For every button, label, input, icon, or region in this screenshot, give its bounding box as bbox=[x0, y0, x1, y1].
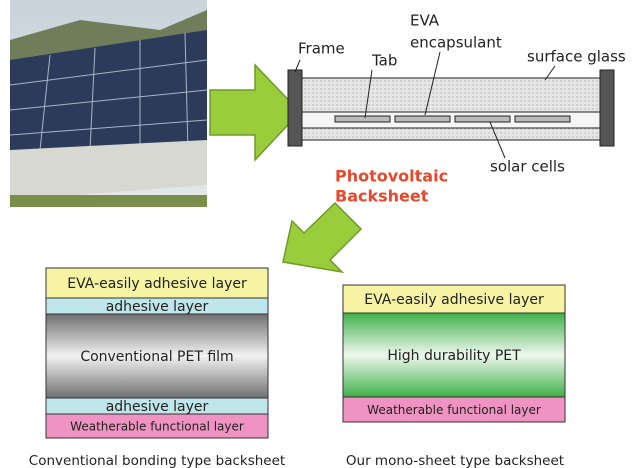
label-surface-glass: surface glass bbox=[527, 48, 626, 66]
layer-label: Weatherable functional layer bbox=[70, 420, 244, 434]
label-frame: Frame bbox=[298, 40, 345, 58]
layer-label: EVA-easily adhesive layer bbox=[67, 276, 247, 292]
arrow-down bbox=[282, 201, 363, 274]
photo bbox=[9, 0, 208, 207]
label-backsheet-2: Backsheet bbox=[335, 187, 429, 206]
label-tab: Tab bbox=[371, 52, 397, 70]
label-encapsulant: encapsulant bbox=[410, 34, 502, 52]
layer-label: adhesive layer bbox=[106, 299, 209, 315]
layer bbox=[45, 267, 269, 299]
caption: Our mono-sheet type backsheet bbox=[346, 453, 564, 468]
caption: Conventional bonding type backsheet bbox=[29, 453, 285, 468]
layer bbox=[342, 396, 566, 423]
layer bbox=[45, 313, 269, 399]
layer bbox=[342, 312, 566, 398]
layer bbox=[342, 284, 566, 314]
layer-label: High durability PET bbox=[387, 348, 521, 364]
label-eva: EVA bbox=[410, 12, 440, 30]
layer-label: EVA-easily adhesive layer bbox=[364, 292, 544, 308]
label-solar-cells: solar cells bbox=[490, 158, 565, 176]
arrow-right bbox=[209, 63, 302, 162]
layer-label: adhesive layer bbox=[106, 399, 209, 415]
layer-label: Weatherable functional layer bbox=[367, 403, 541, 417]
label-backsheet-1: Photovoltaic bbox=[335, 167, 448, 186]
layer bbox=[45, 413, 269, 439]
layer-label: Conventional PET film bbox=[80, 349, 233, 365]
cross-section-drawing bbox=[287, 51, 615, 159]
